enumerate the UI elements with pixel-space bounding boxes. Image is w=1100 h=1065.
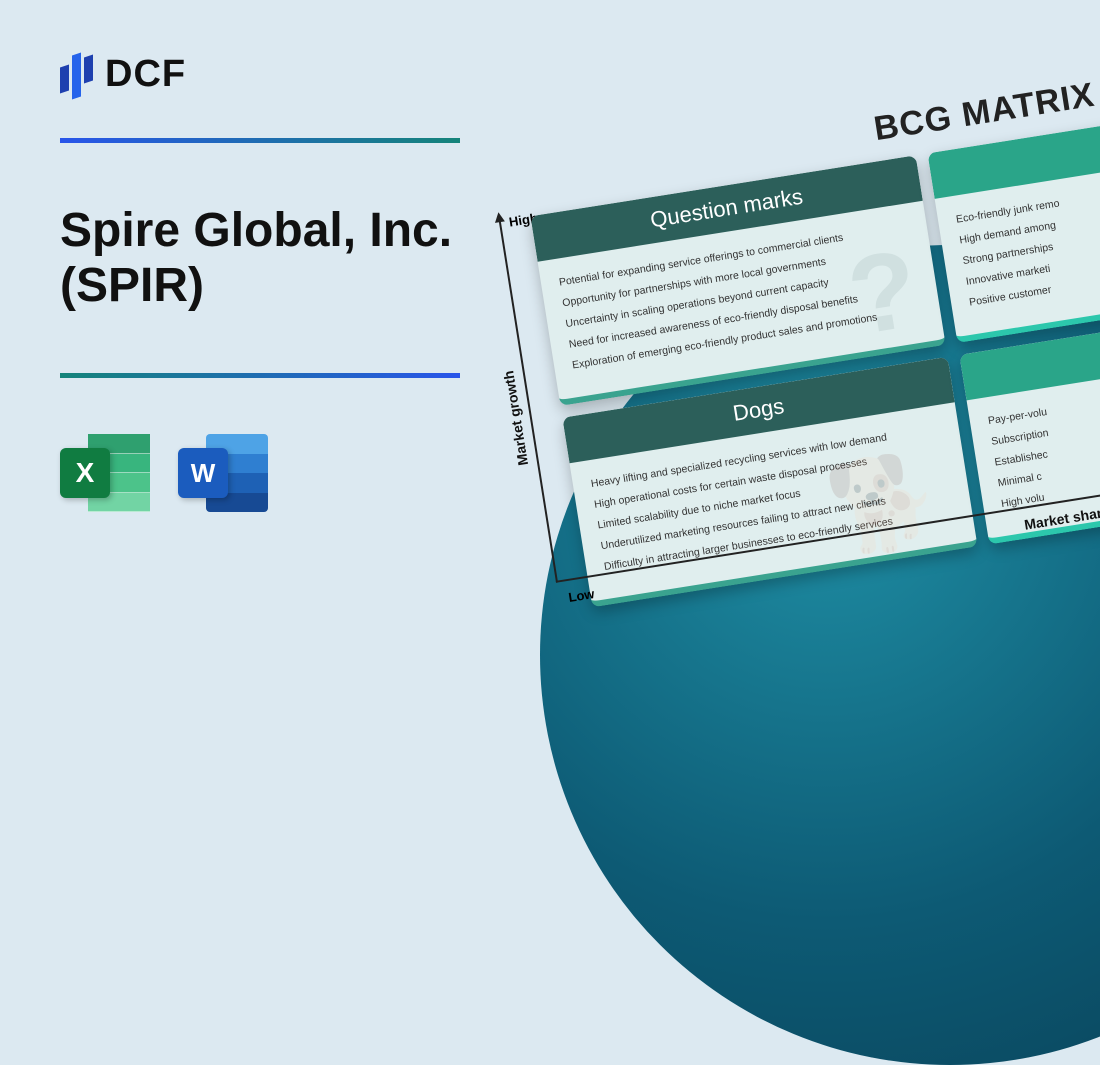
divider-bottom: [60, 373, 460, 378]
bcg-matrix: BCG MATRIX Market growth High Question m…: [489, 74, 1100, 612]
quadrant-stars: Eco-friendly junk remo High demand among…: [927, 122, 1100, 343]
excel-icon[interactable]: X: [60, 428, 150, 518]
logo: DCF: [60, 50, 1040, 98]
page-container: DCF Spire Global, Inc. (SPIR) X W BCG MA…: [0, 0, 1100, 805]
logo-bars-icon: [60, 50, 93, 98]
logo-text: DCF: [105, 53, 186, 96]
word-badge-letter: W: [178, 448, 228, 498]
divider-top: [60, 138, 460, 143]
word-icon[interactable]: W: [178, 428, 268, 518]
page-title: Spire Global, Inc. (SPIR): [60, 203, 520, 313]
excel-badge-letter: X: [60, 448, 110, 498]
matrix-grid: Question marks ? Potential for expanding…: [530, 125, 1100, 608]
